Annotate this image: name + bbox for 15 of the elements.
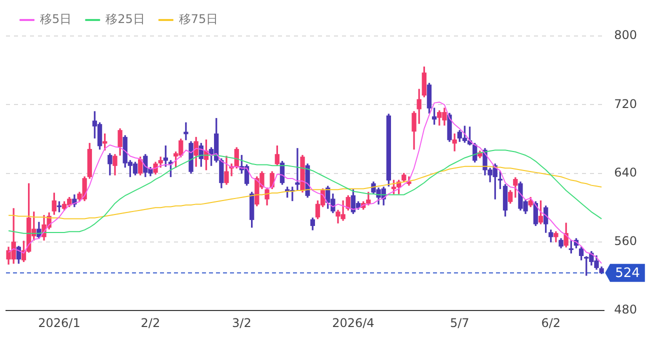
- y-tick-label: 480: [614, 302, 637, 317]
- y-tick-label: 560: [614, 234, 637, 248]
- y-tick-label: 720: [614, 96, 637, 111]
- ref-line-label: 524: [615, 266, 640, 282]
- y-tick-label: 800: [614, 28, 637, 42]
- legend-label: 移25日: [106, 12, 145, 26]
- legend-label: 移5日: [40, 12, 72, 26]
- x-tick-label: 2/2: [140, 316, 160, 330]
- legend-label: 移75日: [178, 12, 218, 26]
- y-tick-label: 640: [614, 165, 637, 180]
- x-tick-label: 2026/1: [38, 316, 80, 330]
- x-tick-label: 5/7: [450, 316, 470, 330]
- x-tick-label: 3/2: [232, 316, 252, 330]
- x-tick-label: 2026/4: [332, 316, 374, 330]
- x-tick-label: 6/2: [541, 316, 561, 330]
